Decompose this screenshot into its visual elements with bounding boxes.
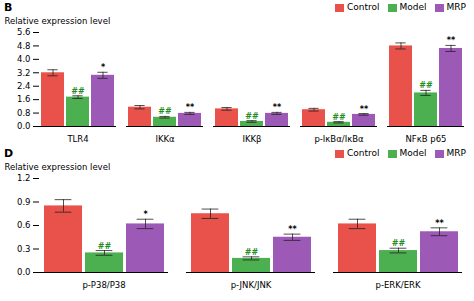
html-text:D: D — [4, 146, 14, 160]
svg-text:##: ## — [392, 239, 406, 248]
svg-text:0.3: 0.3 — [17, 244, 31, 254]
svg-text:##: ## — [71, 87, 85, 96]
svg-text:p-ERK/ERK: p-ERK/ERK — [375, 280, 420, 290]
svg-text:p-IκBα/IκBα: p-IκBα/IκBα — [314, 134, 364, 144]
svg-text:1.6: 1.6 — [17, 94, 31, 104]
svg-text:0.0: 0.0 — [17, 267, 31, 277]
svg-text:1.2: 1.2 — [17, 173, 31, 183]
html-text:Model: Model — [399, 2, 427, 12]
svg-text:5.6: 5.6 — [17, 27, 31, 37]
svg-text:2.4: 2.4 — [17, 81, 31, 91]
svg-text:Relative expression level: Relative expression level — [5, 16, 111, 26]
svg-text:0.9: 0.9 — [17, 197, 31, 207]
html-text:B: B — [4, 0, 13, 14]
svg-text:**: ** — [288, 225, 297, 234]
svg-text:**: ** — [360, 105, 369, 114]
svg-text:TLR4: TLR4 — [66, 134, 88, 144]
svg-text:##: ## — [98, 242, 112, 251]
svg-text:**: ** — [435, 219, 444, 228]
svg-text:0.0: 0.0 — [17, 121, 31, 131]
svg-text:0.8: 0.8 — [17, 108, 31, 118]
svg-text:4.8: 4.8 — [17, 41, 31, 51]
svg-text:4.0: 4.0 — [17, 54, 31, 64]
html-text:MRP: MRP — [446, 148, 466, 158]
svg-text:##: ## — [245, 112, 259, 121]
svg-text:**: ** — [447, 36, 456, 45]
html-text:Control: Control — [347, 2, 380, 12]
svg-text:*: * — [101, 63, 106, 72]
svg-text:##: ## — [158, 107, 172, 116]
svg-text:**: ** — [273, 103, 282, 112]
svg-text:3.2: 3.2 — [17, 68, 31, 78]
svg-text:IKKα: IKKα — [155, 134, 175, 144]
svg-text:##: ## — [419, 81, 433, 90]
svg-text:*: * — [143, 210, 148, 219]
html-text:Control: Control — [347, 148, 380, 158]
svg-text:**: ** — [186, 103, 195, 112]
svg-text:##: ## — [332, 113, 346, 122]
svg-text:p-JNK/JNK: p-JNK/JNK — [231, 280, 272, 290]
svg-text:Relative expression level: Relative expression level — [5, 162, 111, 172]
html-text:MRP: MRP — [446, 2, 466, 12]
svg-text:p-P38/P38: p-P38/P38 — [82, 280, 125, 290]
svg-text:0.6: 0.6 — [17, 220, 31, 230]
svg-text:NFκB p65: NFκB p65 — [405, 134, 446, 144]
svg-text:##: ## — [245, 248, 259, 257]
svg-text:IKKβ: IKKβ — [242, 134, 261, 144]
html-text:Model: Model — [399, 148, 427, 158]
